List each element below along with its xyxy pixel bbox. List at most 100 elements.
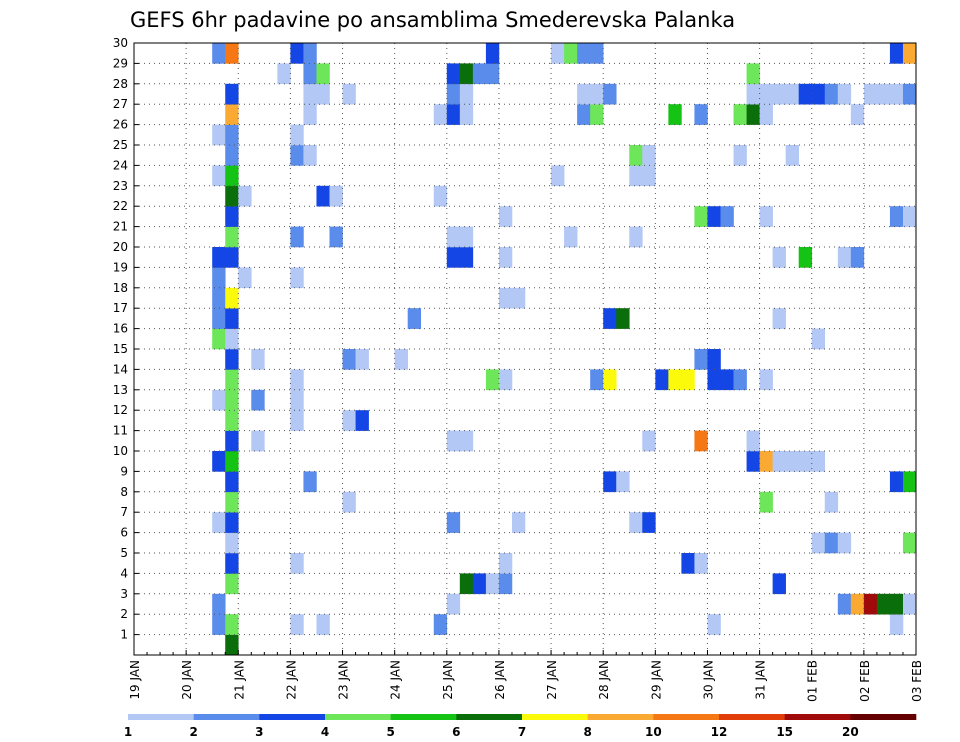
heatmap-cell [746,451,760,472]
heatmap-cell [824,83,839,105]
heatmap-cell [446,593,461,615]
legend-label: 8 [583,725,591,739]
heatmap-cell [225,512,239,533]
heatmap-cell [212,124,226,146]
heatmap-cell [811,532,826,554]
heatmap-cell [290,614,304,635]
heatmap-cell [290,226,304,248]
heatmap-cell [225,226,239,248]
heatmap-cell [225,328,239,350]
heatmap-cell [642,145,656,166]
x-tick-label: 20 JAN [180,660,194,700]
legend-color-swatch [850,714,917,720]
heatmap-cell [733,145,747,166]
heatmap-cell [720,369,734,391]
legend-label: 2 [189,725,197,739]
heatmap-cell [616,471,630,493]
heatmap-cell [212,287,226,309]
heatmap-cell [290,553,304,574]
heatmap-cell [746,430,760,452]
x-tick-label: 28 JAN [597,660,611,700]
heatmap-cell [642,165,656,187]
heatmap-cell [759,83,773,105]
heatmap-cell [329,226,343,248]
heatmap-cell [225,83,239,105]
heatmap-cell [472,573,487,595]
heatmap-cell [212,451,226,472]
heatmap-cell [290,389,304,411]
heatmap-cell [798,83,813,105]
heatmap-cell [355,410,369,431]
heatmap-cell [225,247,239,268]
y-tick-label: 27 [113,97,128,111]
y-tick-label: 25 [113,138,128,152]
heatmap-cell [225,145,239,166]
heatmap-cell [590,83,604,105]
heatmap-cell [785,145,799,166]
y-tick-label: 17 [113,301,128,315]
heatmap-cell [772,308,786,329]
heatmap-cell [837,247,852,268]
legend-label: 5 [386,725,394,739]
heatmap-cell [446,63,461,85]
legend-color-swatch [259,714,326,720]
legend-color-swatch [784,714,851,720]
heatmap-cell [303,471,317,493]
heatmap-cell [876,593,891,615]
heatmap-cell [485,573,500,595]
heatmap-cell [681,369,695,391]
heatmap-cell [772,247,786,268]
legend-label: 20 [842,725,859,739]
heatmap-cell [225,614,239,635]
x-tick-label: 03 FEB [910,660,924,702]
heatmap-cell [433,185,448,207]
heatmap-cell [225,185,239,207]
heatmap-cell [551,165,565,187]
heatmap-cell [694,349,708,370]
heatmap-cell [902,83,917,105]
heatmap-cell [889,83,904,105]
heatmap-cell [876,83,891,105]
x-tick-label: 23 JAN [337,660,351,700]
legend-label: 7 [518,725,526,739]
x-tick-label: 21 JAN [232,660,246,700]
heatmap-cell [837,532,852,554]
x-tick-label: 02 FEB [858,660,872,702]
heatmap-cell [746,83,760,105]
heatmap-cell [225,573,239,595]
heatmap-cell [459,573,474,595]
heatmap-cell [590,43,604,64]
heatmap-cell [212,328,226,350]
heatmap-cell [498,287,513,309]
y-tick-label: 24 [113,158,128,172]
x-tick-label: 22 JAN [284,660,298,700]
heatmap-cell [629,226,643,248]
heatmap-cell [889,43,904,64]
heatmap-cell [290,267,304,289]
heatmap-cell [238,267,252,289]
heatmap-cell [759,451,773,472]
heatmap-cell [785,83,799,105]
heatmap-cell [811,451,826,472]
legend-color-swatch [456,714,523,720]
heatmap-cell [290,145,304,166]
legend-color-swatch [522,714,588,720]
y-tick-label: 28 [113,77,128,91]
heatmap-cell [668,104,682,125]
heatmap-cell [290,124,304,146]
heatmap-cell [603,369,617,391]
heatmap-cell [577,104,591,125]
y-tick-label: 29 [113,56,128,70]
x-tick-label: 24 JAN [389,660,403,700]
heatmap-cell [759,104,773,125]
heatmap-cell [485,369,500,391]
legend-color-swatch [390,714,457,720]
heatmap-cell [225,451,239,472]
heatmap-cell [459,83,474,105]
heatmap-cell [225,410,239,431]
x-tick-label: 30 JAN [701,660,715,700]
heatmap-cell [811,328,826,350]
heatmap-cell [225,369,239,391]
heatmap-cell [303,145,317,166]
